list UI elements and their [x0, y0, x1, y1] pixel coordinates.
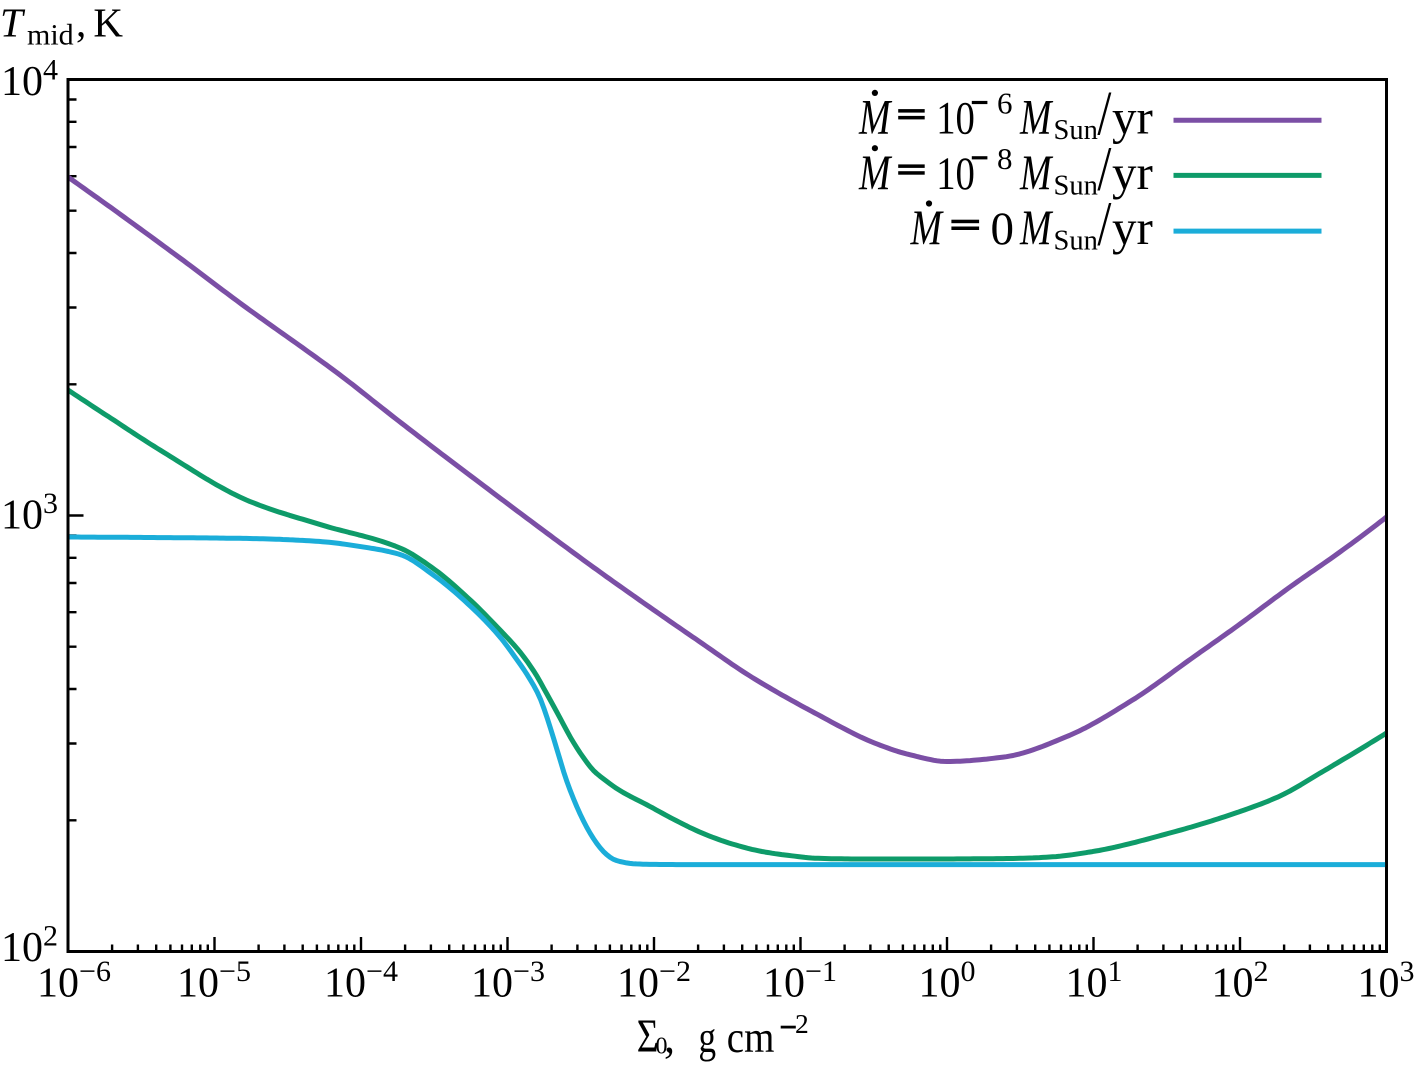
- svg-text:10: 10: [936, 148, 975, 199]
- svg-text:M: M: [1019, 90, 1053, 145]
- svg-text:Sun: Sun: [1054, 115, 1098, 146]
- svg-text:yr: yr: [1112, 200, 1153, 255]
- svg-text:yr: yr: [1112, 90, 1153, 145]
- svg-text:Σ: Σ: [637, 1011, 659, 1063]
- svg-text:cm: cm: [727, 1013, 775, 1062]
- svg-text:/: /: [1097, 79, 1111, 149]
- svg-text:mid: mid: [27, 19, 74, 52]
- svg-text:M: M: [910, 200, 944, 255]
- svg-text:M: M: [1019, 200, 1053, 255]
- svg-text:/: /: [1097, 135, 1111, 205]
- svg-text:6: 6: [997, 86, 1013, 121]
- svg-text:8: 8: [997, 141, 1013, 176]
- svg-text:2: 2: [795, 1008, 809, 1039]
- svg-text:0: 0: [656, 1034, 668, 1060]
- svg-text:10−6: 10−6: [37, 955, 111, 1007]
- svg-text:10−4: 10−4: [324, 955, 398, 1007]
- svg-text:M: M: [858, 145, 892, 200]
- svg-text:M: M: [858, 90, 892, 145]
- svg-text:10: 10: [936, 93, 975, 144]
- svg-text:T: T: [0, 0, 26, 46]
- svg-text:Sun: Sun: [1054, 170, 1098, 201]
- svg-text:/: /: [1097, 190, 1111, 260]
- svg-text:Sun: Sun: [1054, 226, 1098, 257]
- svg-text:,: ,: [76, 0, 86, 46]
- svg-text:K: K: [93, 0, 123, 46]
- svg-text:,: ,: [664, 1013, 675, 1062]
- svg-text:0: 0: [991, 203, 1015, 255]
- svg-text:g: g: [699, 1012, 717, 1062]
- svg-text:yr: yr: [1112, 145, 1153, 200]
- svg-text:M: M: [1019, 145, 1053, 200]
